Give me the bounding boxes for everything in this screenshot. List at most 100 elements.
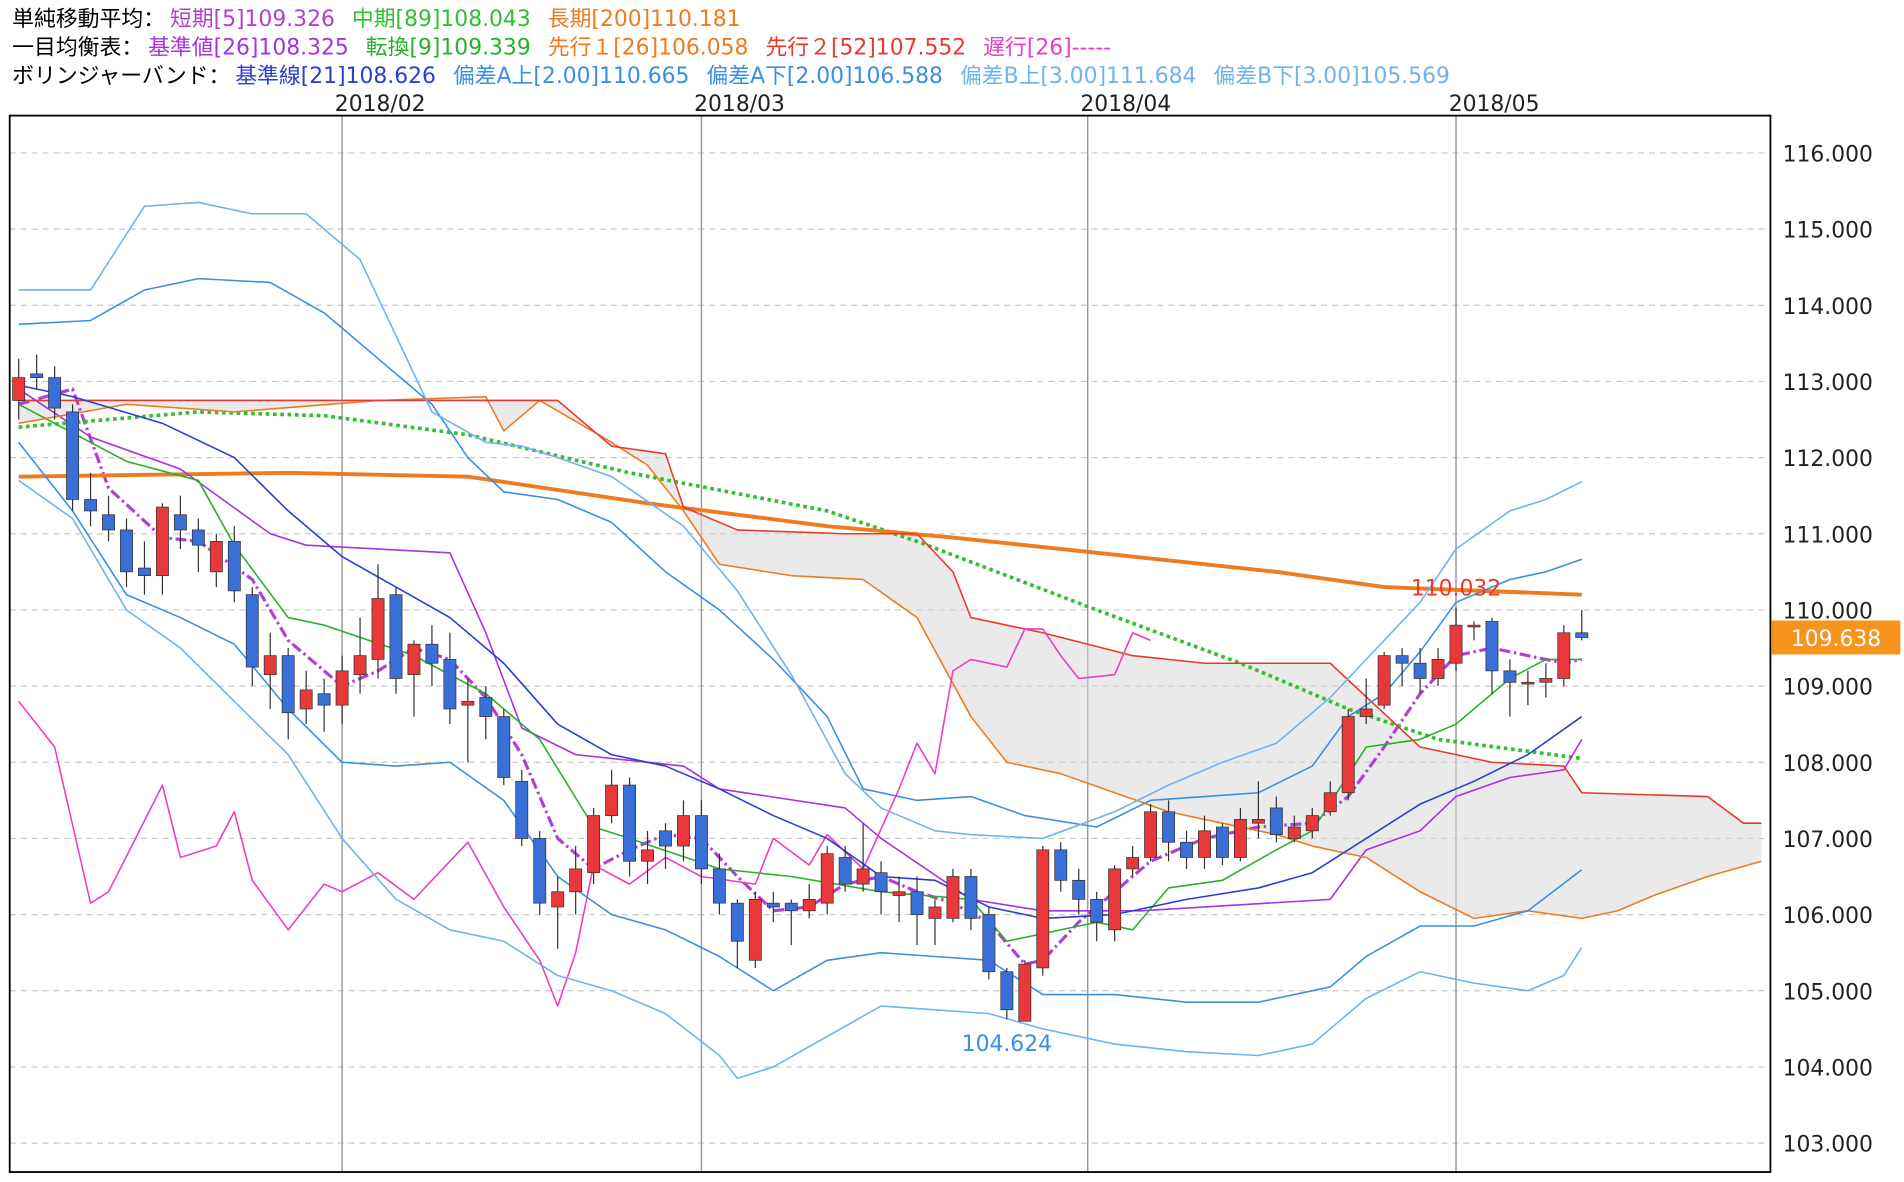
- legend-entry: 先行２[52]107.552: [765, 35, 966, 60]
- candle-body: [1557, 632, 1571, 679]
- candle-body: [1090, 898, 1104, 923]
- indicator-line: [18, 399, 1762, 824]
- candle-body: [605, 784, 619, 816]
- y-tick-label: 107.000: [1783, 828, 1873, 853]
- candle-body: [497, 716, 511, 778]
- indicator-line: [18, 479, 1583, 1080]
- candle-body: [1467, 624, 1481, 628]
- candle-body: [766, 902, 780, 908]
- candle-body: [443, 659, 457, 710]
- candle-body: [389, 594, 403, 679]
- candle-body: [892, 891, 906, 896]
- legend-entry: 転換[9]109.339: [366, 35, 531, 60]
- legend-label: ボリンジャーバンド：: [12, 64, 230, 89]
- candle-body: [102, 514, 115, 531]
- candle-body: [946, 876, 960, 919]
- candle-body: [928, 906, 942, 919]
- candle-body: [1395, 655, 1409, 664]
- candle-body: [1503, 670, 1517, 683]
- candle-body: [820, 853, 834, 904]
- candle-body: [1198, 830, 1211, 858]
- candle-body: [1216, 826, 1229, 858]
- y-tick-label: 110.000: [1783, 599, 1873, 624]
- legend-entry: 短期[5]109.326: [170, 7, 335, 32]
- legend-entry: 遅行[26]-----: [983, 35, 1111, 60]
- candle-body: [515, 780, 529, 839]
- candle-body: [730, 902, 744, 942]
- candle-body: [371, 598, 385, 660]
- candle-body: [694, 815, 708, 870]
- legend-entry: 偏差A下[2.00]106.588: [706, 64, 942, 89]
- y-tick-label: 115.000: [1783, 219, 1873, 244]
- last-price-label: 109.638: [1791, 627, 1881, 652]
- candle-body: [1287, 826, 1301, 839]
- candle-body: [910, 891, 924, 915]
- x-tick-label: 2018/03: [694, 92, 785, 117]
- legend-entry: 基準値[26]108.325: [148, 35, 349, 60]
- candle-body: [677, 815, 690, 847]
- candle-body: [1485, 620, 1499, 672]
- legend-label: 単純移動平均：: [12, 7, 165, 32]
- y-tick-label: 109.000: [1783, 676, 1873, 701]
- candle-body: [982, 914, 996, 973]
- candle-body: [1413, 662, 1427, 679]
- candle-body: [299, 689, 313, 710]
- plot-frame: [8, 114, 1772, 1173]
- indicator-line: [18, 201, 1583, 840]
- candle-body: [1377, 655, 1391, 706]
- cloud: [18, 396, 1762, 919]
- candle-body: [784, 902, 798, 912]
- legend-row: 単純移動平均： 短期[5]109.326 中期[89]108.043 長期[200]1…: [12, 7, 740, 32]
- indicator-line: [18, 628, 1151, 1007]
- y-tick-label: 105.000: [1783, 980, 1873, 1005]
- plot-area: [9, 115, 1771, 1173]
- legend-label: 一目均衡表：: [12, 35, 143, 60]
- indicator-line: [18, 470, 1582, 597]
- candle-body: [227, 541, 241, 592]
- y-tick-label: 114.000: [1783, 295, 1873, 320]
- candle-body: [263, 655, 277, 676]
- candle-body: [1233, 819, 1247, 858]
- candle-body: [1054, 849, 1068, 881]
- candle-body: [479, 697, 493, 717]
- indicator-line: [18, 388, 1583, 912]
- candle-body: [1539, 678, 1553, 683]
- candle-body: [1431, 659, 1445, 679]
- legend-entry: 偏差B上[3.00]111.684: [960, 64, 1197, 89]
- candle-body: [659, 830, 672, 847]
- candle-body: [1449, 624, 1463, 664]
- candle-body: [245, 594, 259, 668]
- legend-entry: 中期[89]108.043: [352, 7, 531, 32]
- candle-body: [964, 876, 978, 919]
- y-tick-label: 108.000: [1783, 752, 1873, 777]
- plot: 110.032 104.624: [9, 115, 1771, 1173]
- x-tick-label: 2018/05: [1449, 92, 1540, 117]
- candle-body: [838, 857, 852, 885]
- candle-body: [407, 643, 421, 676]
- legend-row: 一目均衡表： 基準値[26]108.325 転換[9]109.339 先行１[26]1…: [12, 35, 1111, 60]
- candle-body: [138, 567, 151, 577]
- y-tick-label: 103.000: [1783, 1133, 1873, 1158]
- legend-entry: 先行１[26]106.058: [548, 35, 749, 60]
- candle-body: [1162, 811, 1175, 843]
- candle-body: [856, 868, 870, 885]
- candle-body: [569, 868, 583, 893]
- annotation: 110.032: [1411, 576, 1501, 601]
- candle-body: [48, 377, 62, 409]
- candle-body: [281, 655, 295, 714]
- x-tick-label: 2018/04: [1080, 92, 1171, 117]
- x-tick-label: 2018/02: [335, 92, 426, 117]
- y-tick-label: 112.000: [1783, 447, 1873, 472]
- candle-body: [1359, 708, 1373, 717]
- candle-body: [802, 898, 816, 912]
- candle-body: [209, 541, 223, 573]
- candle-body: [461, 700, 475, 706]
- candle-body: [1305, 815, 1319, 832]
- candle-body: [712, 868, 726, 904]
- candle-body: [335, 670, 349, 706]
- candle-body: [66, 411, 80, 500]
- candle-body: [1000, 971, 1014, 1011]
- candle-body: [587, 815, 601, 874]
